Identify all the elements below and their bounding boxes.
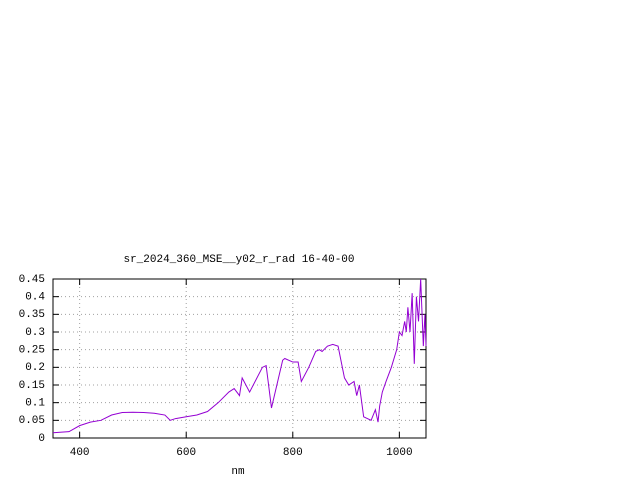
- x-tick-label: 600: [176, 447, 196, 459]
- y-tick-label: 0: [38, 433, 45, 445]
- y-tick-label: 0.4: [25, 292, 45, 304]
- y-tick-label: 0.35: [19, 309, 45, 321]
- chart-title: sr_2024_360_MSE__y02_r_rad 16-40-00: [123, 254, 354, 266]
- plot-frame: [52, 278, 427, 439]
- x-axis-label: nm: [231, 466, 245, 478]
- y-tick-label: 0.15: [19, 380, 45, 392]
- y-tick-label: 0.05: [19, 415, 45, 427]
- x-tick-label: 1000: [386, 447, 412, 459]
- y-tick-label: 0.25: [19, 345, 45, 357]
- data-line: [52, 278, 427, 434]
- x-tick-label: 400: [70, 447, 90, 459]
- y-tick-label: 0.1: [25, 398, 45, 410]
- y-tick-label: 0.45: [19, 274, 45, 286]
- x-tick-label: 800: [283, 447, 303, 459]
- y-tick-label: 0.3: [25, 327, 45, 339]
- y-tick-label: 0.2: [25, 362, 45, 374]
